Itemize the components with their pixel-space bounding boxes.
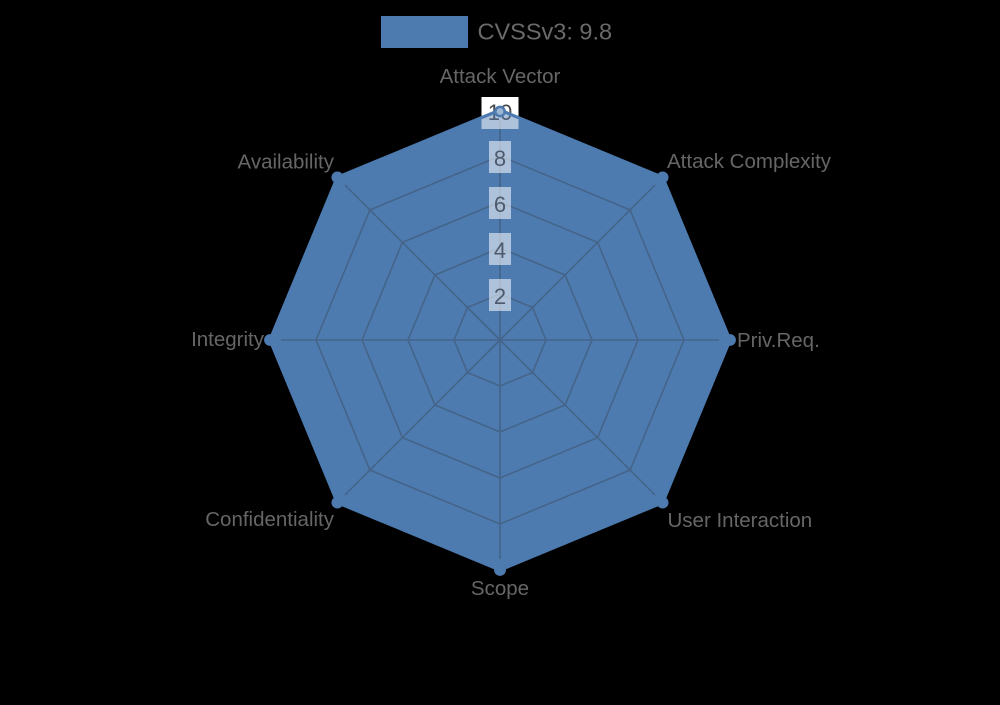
svg-text:Availability: Availability: [238, 151, 335, 174]
svg-text:Attack Vector: Attack Vector: [440, 65, 561, 88]
svg-text:User Interaction: User Interaction: [668, 509, 813, 532]
svg-text:6: 6: [494, 192, 506, 217]
svg-text:Confidentiality: Confidentiality: [205, 508, 335, 531]
svg-text:Priv.Req.: Priv.Req.: [737, 329, 820, 352]
svg-text:4: 4: [494, 238, 506, 263]
svg-text:2: 2: [494, 284, 506, 309]
svg-text:Scope: Scope: [471, 577, 529, 600]
svg-text:Integrity: Integrity: [191, 328, 265, 351]
svg-text:8: 8: [494, 146, 506, 171]
svg-text:Attack Complexity: Attack Complexity: [667, 150, 832, 173]
svg-text:CVSSv3: 9.8: CVSSv3: 9.8: [478, 19, 613, 45]
